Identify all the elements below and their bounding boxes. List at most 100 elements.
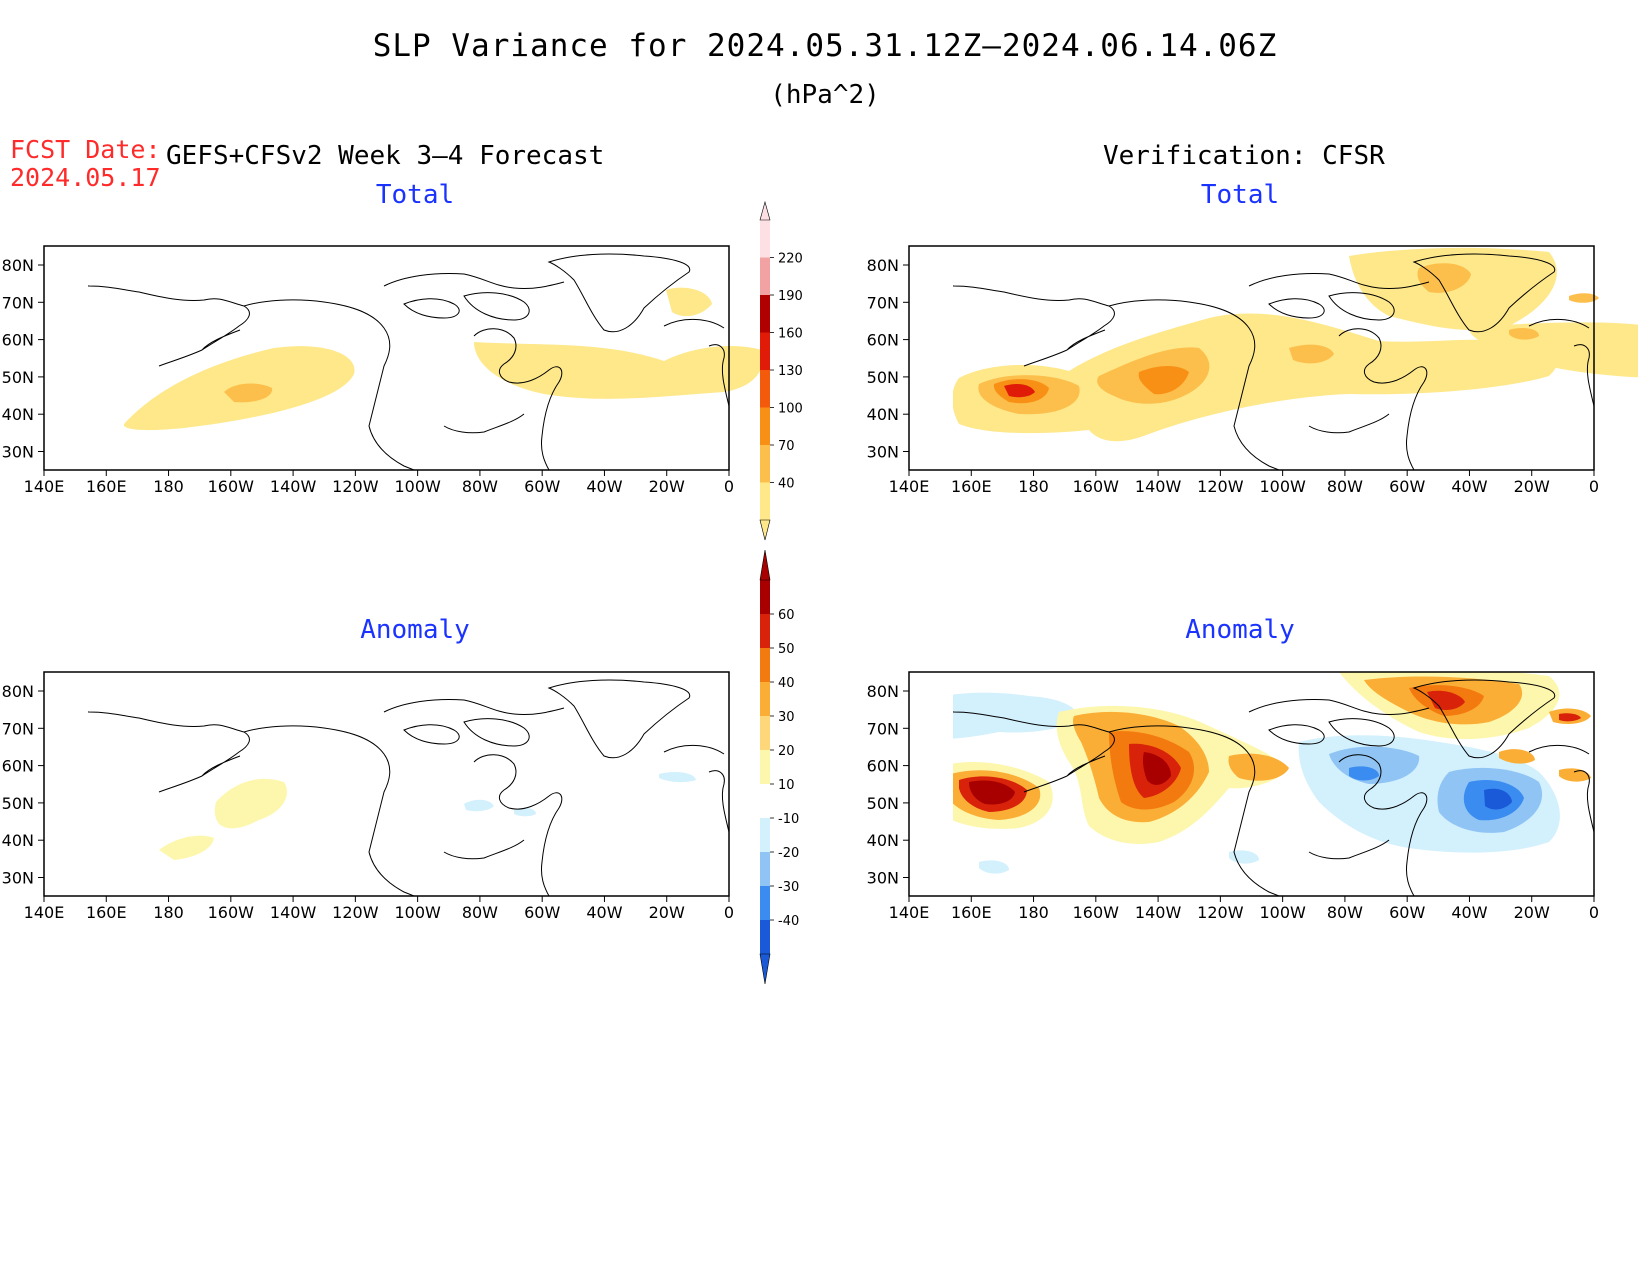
lat-tick-label: 60N: [867, 757, 899, 776]
lon-tick-label: 140E: [889, 903, 930, 922]
lat-tick-label: 80N: [867, 256, 899, 275]
colorbar-label: 30: [778, 710, 795, 725]
lat-tick-label: 40N: [2, 831, 34, 850]
lat-tick-label: 80N: [867, 682, 899, 701]
colorbar-swatch: [760, 370, 770, 408]
colorbar-label: -40: [778, 914, 799, 929]
lat-tick-label: 50N: [2, 368, 34, 387]
lon-tick-label: 100W: [394, 477, 441, 496]
colorbar-swatch: [760, 818, 770, 852]
forecast-anomaly-title: Anomaly: [360, 615, 470, 645]
lon-tick-label: 140W: [270, 477, 317, 496]
map-axes: 80N 70N 60N 50N 40N 30N 140E 160E 180 160W 140W 120…: [2, 671, 734, 922]
verification-header: Verification: CFSR: [1103, 141, 1385, 171]
colorbar-label: 20: [778, 744, 795, 759]
colorbar-swatch: [760, 407, 770, 445]
lon-tick-label: 20W: [649, 477, 685, 496]
lon-tick-label: 160E: [86, 903, 127, 922]
colorbar-label: 10: [778, 778, 795, 793]
lon-tick-label: 160E: [951, 903, 992, 922]
lon-tick-label: 140W: [270, 903, 317, 922]
verification-anomaly-map: 80N 70N 60N 50N 40N 30N 140E 160E 180 160W 140W 120…: [867, 671, 1599, 922]
lon-tick-label: 60W: [1389, 903, 1425, 922]
colorbar-swatch: [760, 580, 770, 614]
colorbar-label: 70: [778, 439, 795, 454]
lat-tick-label: 70N: [867, 719, 899, 738]
lon-tick-label: 60W: [1389, 477, 1425, 496]
lat-tick-label: 60N: [2, 331, 34, 350]
variance-shading: [953, 247, 1638, 442]
lon-tick-label: 80W: [462, 477, 498, 496]
lat-tick-label: 80N: [2, 256, 34, 275]
colorbar-label: 60: [778, 608, 795, 623]
lon-tick-label: 160W: [1073, 903, 1120, 922]
colorbar-swatch: [760, 445, 770, 483]
lon-tick-label: 80W: [462, 903, 498, 922]
lon-tick-label: 0: [724, 903, 734, 922]
coastlines: [88, 253, 730, 470]
verification-total-title: Total: [1200, 180, 1280, 210]
lon-tick-label: 120W: [1197, 477, 1244, 496]
lon-tick-label: 140E: [24, 903, 65, 922]
lon-tick-label: 80W: [1327, 903, 1363, 922]
lat-tick-label: 60N: [2, 757, 34, 776]
coastlines: [953, 679, 1595, 896]
forecast-anomaly-map: 80N 70N 60N 50N 40N 30N 140E 160E 180 160W 140W 120…: [2, 671, 734, 922]
lon-tick-label: 80W: [1327, 477, 1363, 496]
lat-tick-label: 40N: [867, 405, 899, 424]
coastlines: [953, 253, 1595, 470]
lat-tick-label: 30N: [867, 443, 899, 462]
lon-tick-label: 160W: [1073, 477, 1120, 496]
variance-shading: [123, 287, 764, 431]
anomaly-shading: [159, 772, 696, 860]
map-axes: 80N 70N 60N 50N 40N 30N 140E 160E 180 160W 140W 120…: [2, 245, 734, 496]
lon-tick-label: 40W: [586, 903, 622, 922]
verification-anomaly-title: Anomaly: [1185, 615, 1295, 645]
coastlines: [88, 679, 730, 896]
lon-tick-label: 0: [1589, 903, 1599, 922]
colorbar-label: -20: [778, 846, 799, 861]
anomaly-colorbar: -40 -30 -20 -10 10 20 30 40 50 60: [759, 549, 799, 985]
colorbar-swatch: [760, 886, 770, 920]
lon-tick-label: 160E: [86, 477, 127, 496]
lon-tick-label: 180: [1018, 477, 1049, 496]
colorbar-swatch: [760, 482, 770, 520]
lat-tick-label: 40N: [867, 831, 899, 850]
fcst-date-label: FCST Date:: [10, 135, 161, 164]
colorbar-label: 50: [778, 642, 795, 657]
lon-tick-label: 20W: [1514, 477, 1550, 496]
lon-tick-label: 120W: [332, 477, 379, 496]
colorbar-swatch: [760, 784, 770, 818]
lat-tick-label: 60N: [867, 331, 899, 350]
colorbar-swatch: [760, 750, 770, 784]
map-axes: 80N 70N 60N 50N 40N 30N 140E 160E 180 160W 140W 120…: [867, 671, 1599, 922]
map-axes: 80N 70N 60N 50N 40N 30N 140E 160E 180 160W 140W 120…: [867, 245, 1599, 496]
colorbar-label: 100: [778, 402, 803, 417]
colorbar-label: 160: [778, 327, 803, 342]
colorbar-swatch: [760, 295, 770, 333]
lon-tick-label: 180: [153, 903, 184, 922]
lat-tick-label: 50N: [2, 794, 34, 813]
lon-tick-label: 40W: [1451, 477, 1487, 496]
lat-tick-label: 40N: [2, 405, 34, 424]
lon-tick-label: 40W: [1451, 903, 1487, 922]
lon-tick-label: 0: [724, 477, 734, 496]
lon-tick-label: 0: [1589, 477, 1599, 496]
units-subtitle: (hPa^2): [770, 80, 880, 110]
lat-tick-label: 30N: [2, 443, 34, 462]
colorbar-swatch: [760, 220, 770, 258]
lon-tick-label: 120W: [1197, 903, 1244, 922]
forecast-header: GEFS+CFSv2 Week 3–4 Forecast: [166, 141, 605, 171]
forecast-total-title: Total: [375, 180, 455, 210]
colorbar-label: 130: [778, 364, 803, 379]
lon-tick-label: 140W: [1135, 903, 1182, 922]
colorbar-label: 40: [778, 676, 795, 691]
lat-tick-label: 70N: [2, 719, 34, 738]
forecast-total-map: 80N 70N 60N 50N 40N 30N 140E 160E 180 160W 140W 120…: [2, 245, 764, 496]
colorbar-swatch: [760, 920, 770, 954]
lat-tick-label: 30N: [2, 869, 34, 888]
lon-tick-label: 60W: [524, 903, 560, 922]
lat-tick-label: 80N: [2, 682, 34, 701]
lon-tick-label: 160E: [951, 477, 992, 496]
colorbar-label: -10: [778, 812, 799, 827]
